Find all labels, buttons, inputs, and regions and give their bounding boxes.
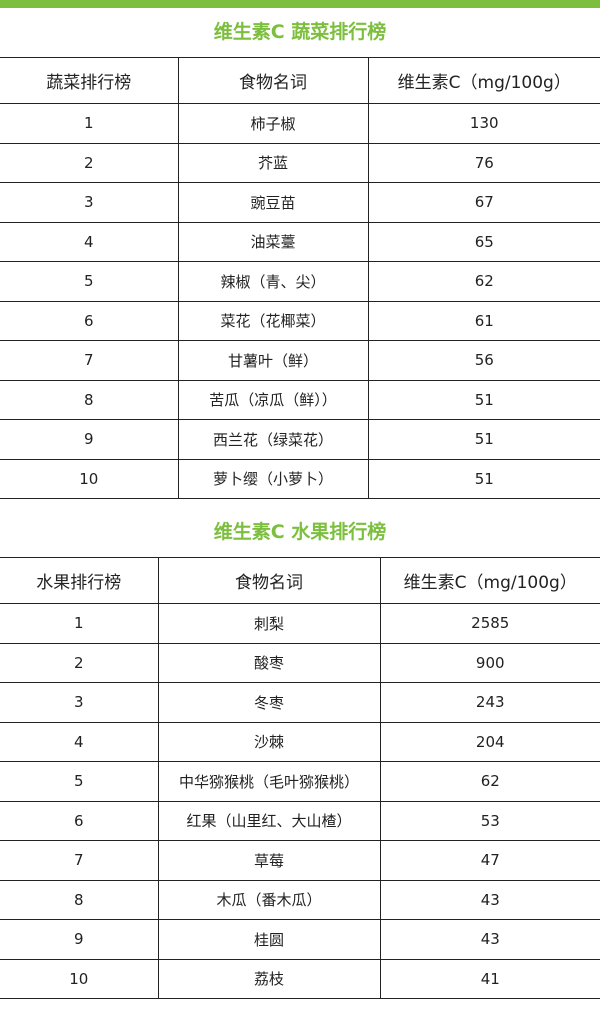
vitamin-c-cell: 204 bbox=[379, 721, 600, 762]
table-row: 8 苦瓜（凉瓜（鲜）） 51 bbox=[0, 379, 600, 420]
food-name-cell: 萝卜缨（小萝卜） bbox=[177, 458, 369, 499]
rank-cell: 8 bbox=[0, 379, 179, 420]
rank-cell: 4 bbox=[0, 721, 159, 762]
top-accent-bar bbox=[0, 0, 600, 8]
rank-cell: 6 bbox=[0, 300, 179, 341]
table-row: 10 荔枝 41 bbox=[0, 958, 600, 999]
rank-cell: 1 bbox=[0, 103, 179, 144]
column-header-rank: 水果排行榜 bbox=[0, 557, 159, 604]
vitamin-c-cell: 243 bbox=[379, 682, 600, 723]
vitamin-c-cell: 51 bbox=[367, 458, 600, 499]
rank-cell: 7 bbox=[0, 340, 179, 381]
vitamin-c-cell: 67 bbox=[367, 182, 600, 223]
food-name-cell: 豌豆苗 bbox=[177, 182, 369, 223]
food-name-cell: 苦瓜（凉瓜（鲜）） bbox=[177, 379, 369, 420]
food-name-cell: 西兰花（绿菜花） bbox=[177, 419, 369, 460]
vitamin-c-cell: 900 bbox=[379, 642, 600, 683]
column-header-vitamin-c: 维生素C（mg/100g） bbox=[367, 57, 600, 104]
food-name-cell: 甘薯叶（鲜） bbox=[177, 340, 369, 381]
rank-cell: 10 bbox=[0, 458, 179, 499]
fruit-vitamin-c-table: 水果排行榜 食物名词 维生素C（mg/100g） 1 刺梨 2585 2 酸枣 900 3 冬… bbox=[0, 557, 600, 999]
vitamin-c-cell: 62 bbox=[367, 261, 600, 302]
food-name-cell: 冬枣 bbox=[157, 682, 381, 723]
food-name-cell: 刺梨 bbox=[157, 603, 381, 644]
food-name-cell: 草莓 bbox=[157, 840, 381, 881]
vitamin-c-cell: 41 bbox=[379, 958, 600, 999]
table-row: 1 柿子椒 130 bbox=[0, 103, 600, 144]
table-row: 2 酸枣 900 bbox=[0, 642, 600, 683]
rank-cell: 1 bbox=[0, 603, 159, 644]
column-header-vitamin-c: 维生素C（mg/100g） bbox=[379, 557, 600, 604]
column-header-food: 食物名词 bbox=[177, 57, 369, 104]
vitamin-c-cell: 51 bbox=[367, 419, 600, 460]
vegetable-vitamin-c-table: 蔬菜排行榜 食物名词 维生素C（mg/100g） 1 柿子椒 130 2 芥蓝 76 3 豌豆… bbox=[0, 57, 600, 499]
table-row: 4 沙棘 204 bbox=[0, 721, 600, 762]
food-name-cell: 菜花（花椰菜） bbox=[177, 300, 369, 341]
food-name-cell: 红果（山里红、大山楂） bbox=[157, 800, 381, 841]
vegetable-table-title: 维生素C 蔬菜排行榜 bbox=[213, 21, 387, 43]
table-row: 4 油菜薹 65 bbox=[0, 221, 600, 262]
vitamin-c-cell: 76 bbox=[367, 142, 600, 183]
table-row: 7 甘薯叶（鲜） 56 bbox=[0, 340, 600, 381]
vitamin-c-cell: 47 bbox=[379, 840, 600, 881]
rank-cell: 2 bbox=[0, 142, 179, 183]
table-row: 10 萝卜缨（小萝卜） 51 bbox=[0, 458, 600, 499]
food-name-cell: 油菜薹 bbox=[177, 221, 369, 262]
table-row: 7 草莓 47 bbox=[0, 840, 600, 881]
column-header-food: 食物名词 bbox=[157, 557, 381, 604]
rank-cell: 9 bbox=[0, 419, 179, 460]
food-name-cell: 中华猕猴桃（毛叶猕猴桃） bbox=[157, 761, 381, 802]
food-name-cell: 沙棘 bbox=[157, 721, 381, 762]
table-row: 5 辣椒（青、尖） 62 bbox=[0, 261, 600, 302]
vitamin-c-cell: 130 bbox=[367, 103, 600, 144]
table-row: 2 芥蓝 76 bbox=[0, 142, 600, 183]
rank-cell: 9 bbox=[0, 919, 159, 960]
fruit-table-title: 维生素C 水果排行榜 bbox=[213, 521, 387, 543]
vitamin-c-cell: 2585 bbox=[379, 603, 600, 644]
table-row: 3 豌豆苗 67 bbox=[0, 182, 600, 223]
vitamin-c-cell: 43 bbox=[379, 919, 600, 960]
column-header-rank: 蔬菜排行榜 bbox=[0, 57, 179, 104]
vitamin-c-cell: 62 bbox=[379, 761, 600, 802]
vitamin-c-cell: 53 bbox=[379, 800, 600, 841]
table-header-row: 蔬菜排行榜 食物名词 维生素C（mg/100g） bbox=[0, 57, 600, 104]
table-row: 8 木瓜（番木瓜） 43 bbox=[0, 879, 600, 920]
food-name-cell: 荔枝 bbox=[157, 958, 381, 999]
table-row: 3 冬枣 243 bbox=[0, 682, 600, 723]
rank-cell: 7 bbox=[0, 840, 159, 881]
rank-cell: 5 bbox=[0, 261, 179, 302]
rank-cell: 3 bbox=[0, 682, 159, 723]
table-row: 9 桂圆 43 bbox=[0, 919, 600, 960]
food-name-cell: 酸枣 bbox=[157, 642, 381, 683]
rank-cell: 6 bbox=[0, 800, 159, 841]
food-name-cell: 芥蓝 bbox=[177, 142, 369, 183]
vitamin-c-cell: 56 bbox=[367, 340, 600, 381]
vitamin-c-cell: 61 bbox=[367, 300, 600, 341]
food-name-cell: 桂圆 bbox=[157, 919, 381, 960]
table-row: 6 红果（山里红、大山楂） 53 bbox=[0, 800, 600, 841]
table-row: 6 菜花（花椰菜） 61 bbox=[0, 300, 600, 341]
rank-cell: 10 bbox=[0, 958, 159, 999]
vitamin-c-cell: 65 bbox=[367, 221, 600, 262]
food-name-cell: 辣椒（青、尖） bbox=[177, 261, 369, 302]
table-row: 9 西兰花（绿菜花） 51 bbox=[0, 419, 600, 460]
table-row: 5 中华猕猴桃（毛叶猕猴桃） 62 bbox=[0, 761, 600, 802]
vitamin-c-cell: 51 bbox=[367, 379, 600, 420]
rank-cell: 3 bbox=[0, 182, 179, 223]
table-header-row: 水果排行榜 食物名词 维生素C（mg/100g） bbox=[0, 557, 600, 604]
food-name-cell: 柿子椒 bbox=[177, 103, 369, 144]
rank-cell: 2 bbox=[0, 642, 159, 683]
rank-cell: 8 bbox=[0, 879, 159, 920]
rank-cell: 4 bbox=[0, 221, 179, 262]
vitamin-c-cell: 43 bbox=[379, 879, 600, 920]
food-name-cell: 木瓜（番木瓜） bbox=[157, 879, 381, 920]
table-row: 1 刺梨 2585 bbox=[0, 603, 600, 644]
rank-cell: 5 bbox=[0, 761, 159, 802]
